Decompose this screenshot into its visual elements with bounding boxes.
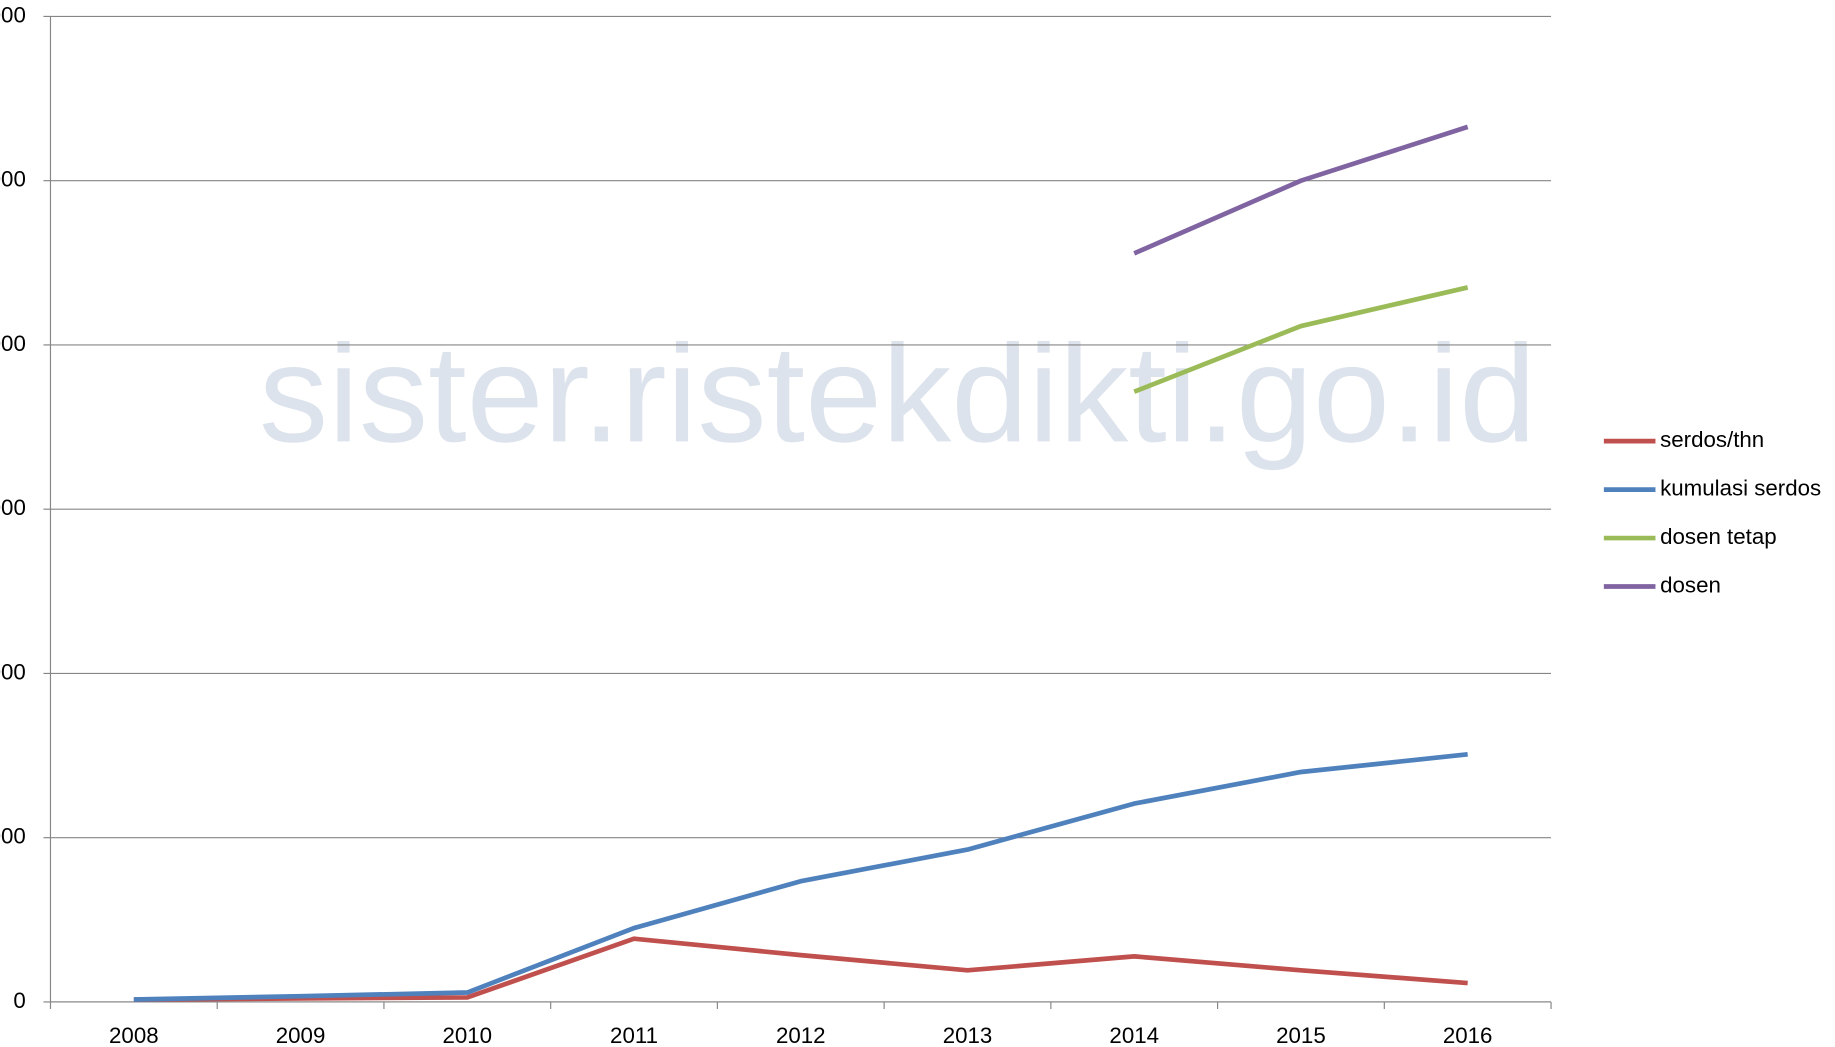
y-tick-label: 160000 — [0, 331, 26, 356]
series-line — [1133, 285, 1469, 394]
y-tick-label: 240000 — [0, 2, 26, 27]
x-tick-label: 2008 — [109, 1023, 159, 1047]
x-tick-label: 2009 — [276, 1023, 326, 1047]
series-line — [133, 936, 1468, 1002]
legend-label: dosen tetap — [1660, 524, 1776, 549]
x-tick-label: 2012 — [776, 1023, 826, 1047]
x-tick-label: 2016 — [1443, 1023, 1493, 1047]
y-tick-label: 200000 — [0, 167, 26, 192]
x-tick-label: 2011 — [610, 1023, 658, 1047]
y-tick-label: 40000 — [0, 824, 26, 849]
legend-label: kumulasi serdos — [1660, 475, 1821, 500]
watermark: sister.ristekdikti.go.id — [259, 317, 1536, 471]
x-tick-label: 2010 — [443, 1023, 493, 1047]
legend-label: dosen — [1660, 572, 1721, 597]
x-tick-label: 2013 — [943, 1023, 993, 1047]
y-tick-label: 80000 — [0, 659, 26, 684]
x-tick-label: 2014 — [1109, 1023, 1159, 1047]
x-tick-label: 2015 — [1276, 1023, 1326, 1047]
y-tick-label: 0 — [13, 988, 25, 1013]
y-tick-label: 120000 — [0, 495, 26, 520]
legend-label: serdos/thn — [1660, 427, 1764, 452]
series-line — [133, 752, 1468, 1002]
series-line — [1133, 124, 1469, 256]
